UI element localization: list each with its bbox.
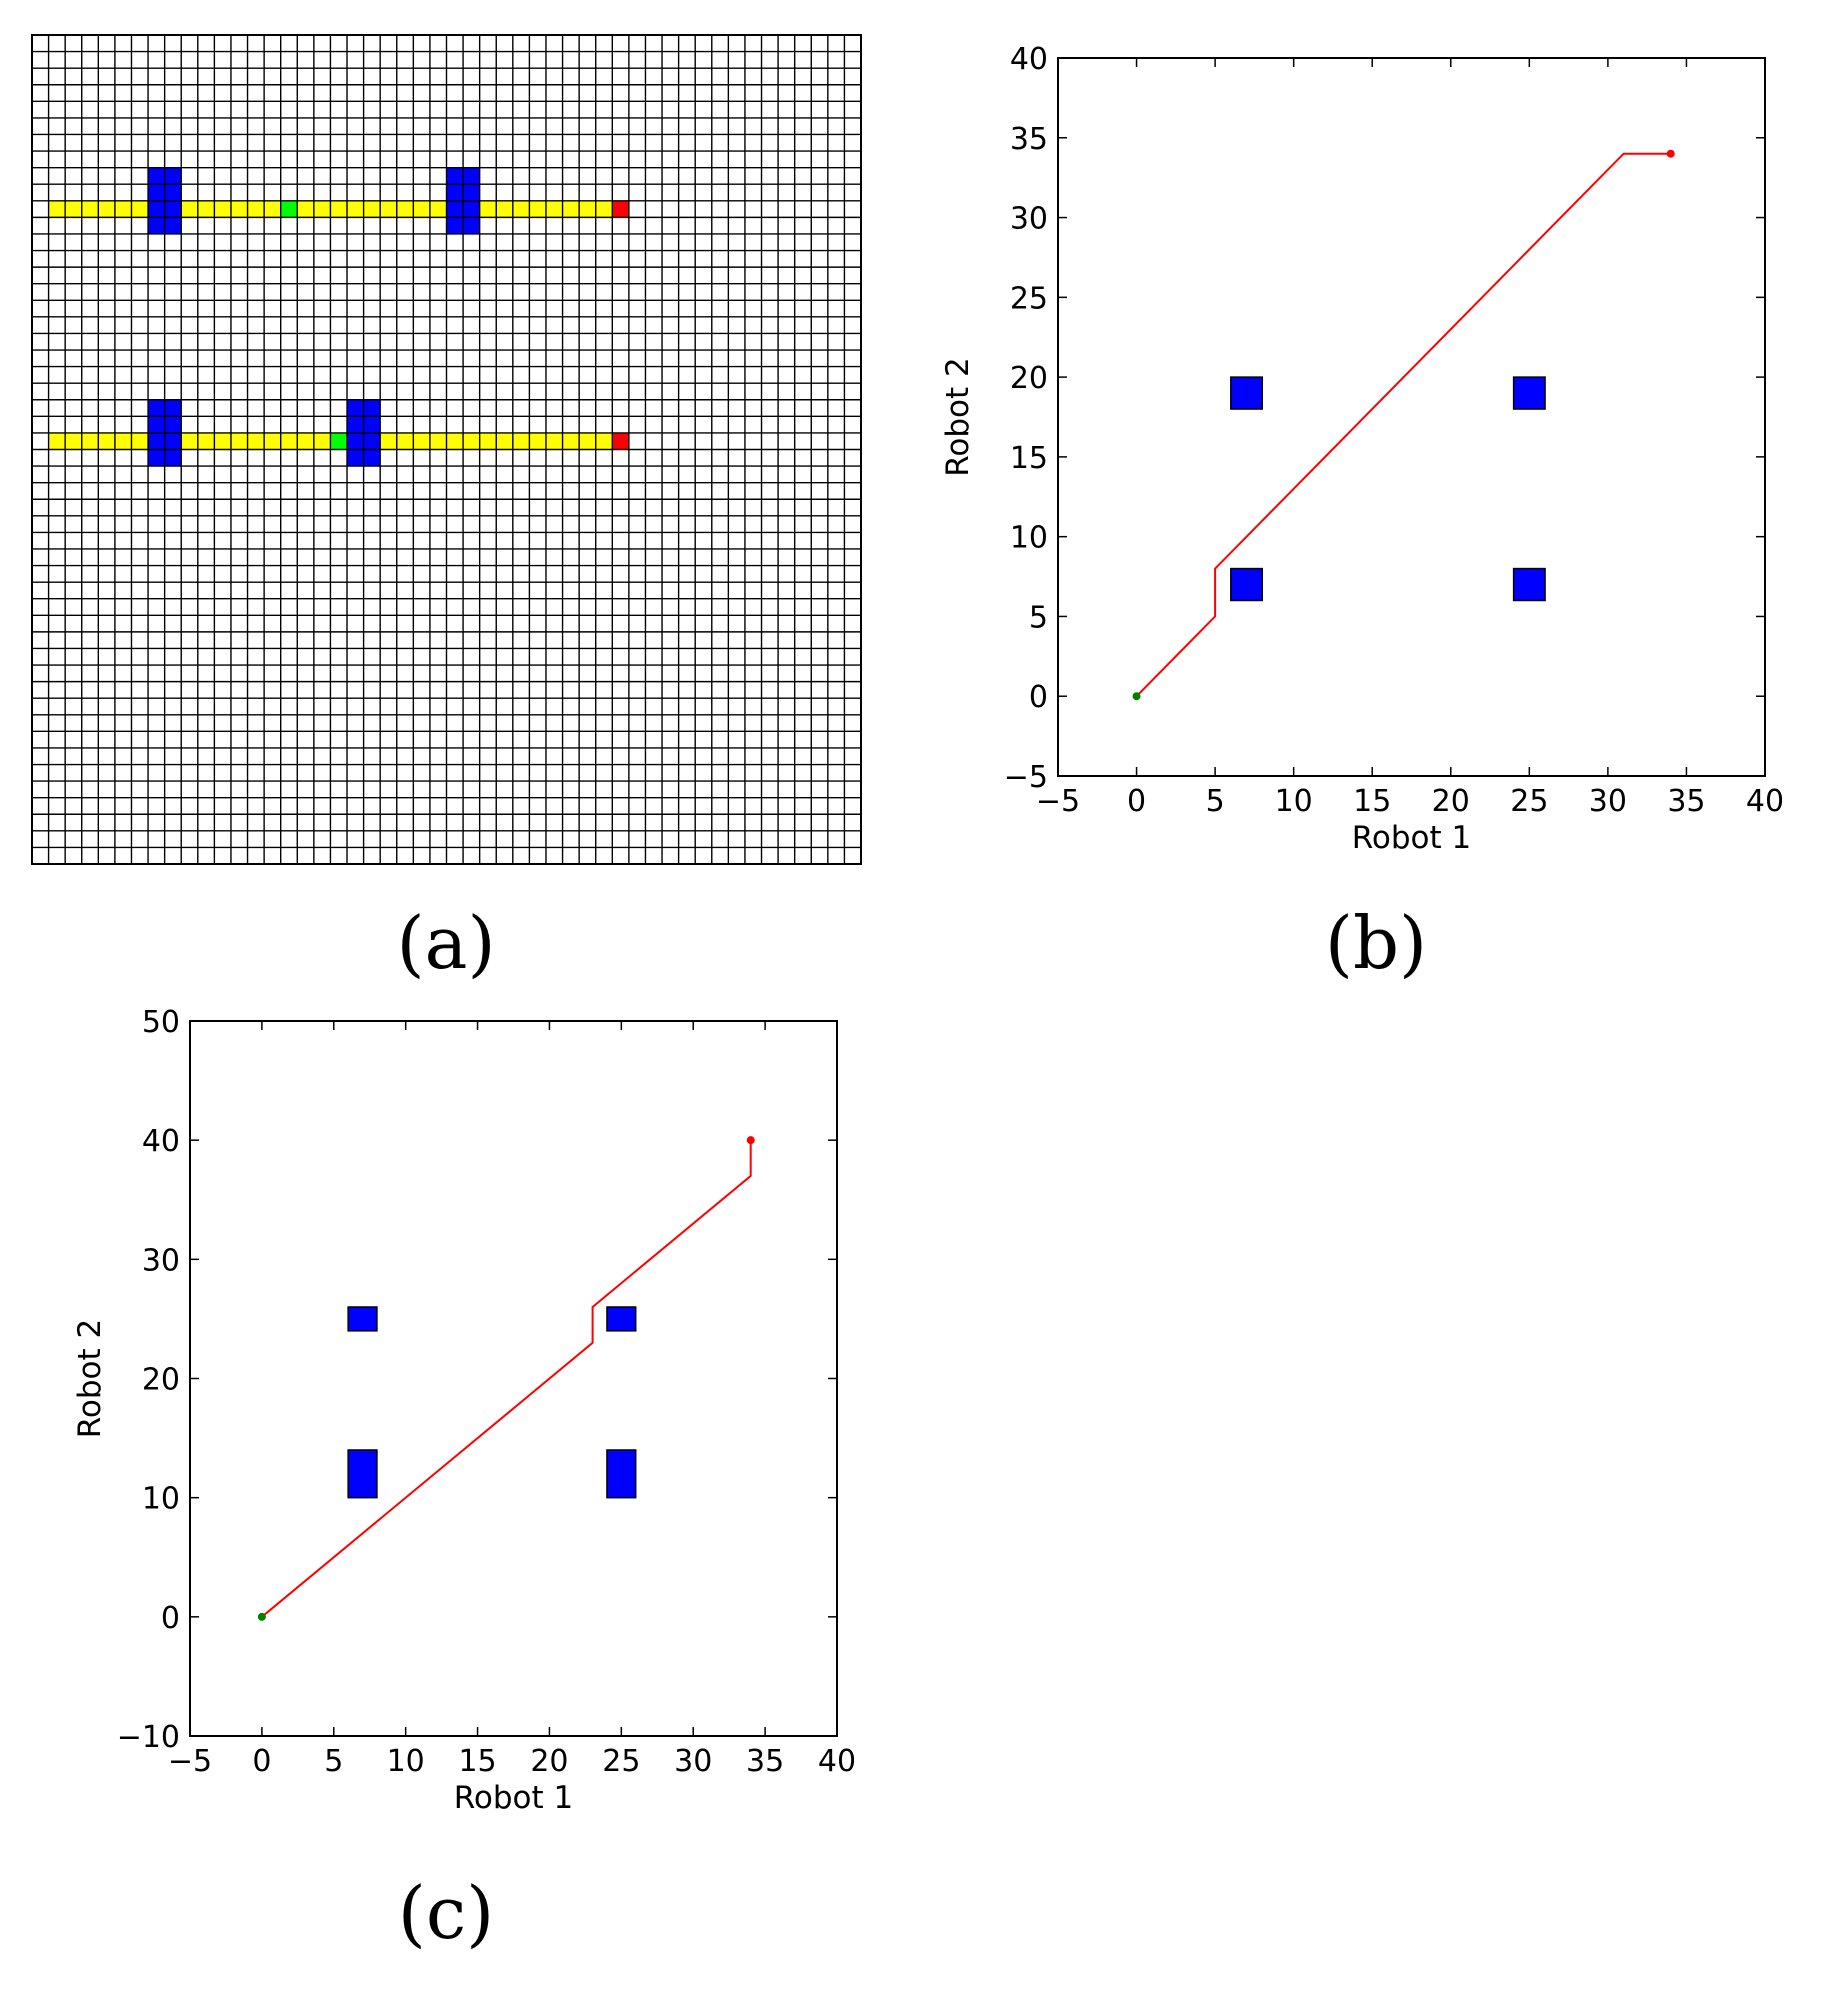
plot-b-ytick-label: 5 [1029,600,1048,635]
robot-1-goal-cell [612,200,629,218]
plot-c-xtick-label: 35 [746,1744,784,1779]
plot-c-plot-area [190,1021,837,1736]
plot-c-ytick-label: −10 [117,1720,180,1755]
panel-c-configuration-space-plot: −5 0 5 10 15 20 25 30 35 40 −10 0 10 20 30 40 50 Robot 1 R… [72,1005,856,1816]
plot-c-path-line [261,1140,752,1618]
plot-c-ytick-label: 50 [142,1005,180,1040]
plot-b-ytick-label: 0 [1029,680,1048,715]
plot-c-y-axis-label: Robot 2 [72,1319,108,1439]
plot-b-xtick-label: 0 [1127,784,1146,819]
plot-c-ytick-label: 30 [142,1243,180,1278]
plot-b-obstacle-3 [1512,567,1546,602]
plot-c-obstacle-3 [606,1449,637,1499]
plot-b-ytick-label: −5 [1004,760,1048,795]
robot-1-start-cell [280,200,298,218]
plot-c-obstacle-4 [606,1306,637,1332]
plot-b-ytick-label: 10 [1010,521,1048,556]
plot-b-path-line [1135,152,1671,697]
grid-lines [31,34,862,865]
plot-c-xtick-label: 40 [818,1744,856,1779]
plot-b-obstacle-1 [1230,567,1263,602]
plot-b-ytick-label: 35 [1010,122,1048,157]
plot-b-ytick-label: 40 [1010,42,1048,77]
panel-b-configuration-space-plot: −5 0 5 10 15 20 25 30 35 40 −5 0 5 10 15 20 25 30 35 40 Robo… [940,42,1784,856]
robot-2-goal-cell [612,432,629,450]
plot-c-start-point [257,1612,266,1621]
plot-c-xtick-label: 15 [458,1744,496,1779]
plot-c-x-axis-label: Robot 1 [454,1780,574,1816]
plot-b-xtick-label: −5 [1036,784,1080,819]
plot-c-xtick-label: 25 [602,1744,640,1779]
plot-c-ytick-label: 0 [161,1601,180,1636]
plot-b-xtick-label: 20 [1432,784,1470,819]
plot-b-xtick-label: 35 [1667,784,1705,819]
plot-b-xtick-label: 25 [1510,784,1548,819]
plot-c-xtick-label: 10 [387,1744,425,1779]
plot-b-obstacle-4 [1512,376,1546,410]
plot-b-start-point [1132,692,1141,701]
plot-c-goal-point [746,1136,755,1145]
plot-c-xtick-label: 0 [252,1744,271,1779]
plot-b-xtick-label: 10 [1275,784,1313,819]
plot-c-obstacle-2 [347,1306,378,1332]
plot-b-ytick-label: 15 [1010,441,1048,476]
plot-b-y-axis-label: Robot 2 [940,357,976,477]
plot-b-obstacle-2 [1230,376,1263,410]
plot-b-ytick-label: 20 [1010,361,1048,396]
plot-c-xtick-label: 5 [324,1744,343,1779]
plot-b-axes-frame [1057,57,1766,777]
plot-c-obstacle-1 [347,1449,378,1499]
plot-b-ytick-label: 30 [1010,202,1048,237]
plot-b-x-axis-label: Robot 1 [1352,820,1472,856]
panel-label-b: (b) [1325,901,1427,985]
plot-c-xtick-label: 30 [674,1744,712,1779]
grid-border [31,34,862,865]
panel-label-a: (a) [396,901,495,985]
plot-c-ytick-label: 20 [142,1363,180,1398]
plot-b-goal-point [1666,149,1675,158]
plot-b-xtick-label: 30 [1589,784,1627,819]
plot-b-xtick-label: 15 [1353,784,1391,819]
panel-label-c: (c) [398,1871,495,1955]
panel-a-grid-world [31,34,862,865]
plot-c-ytick-label: 40 [142,1124,180,1159]
robot-2-start-cell [330,432,348,450]
plot-c-xtick-label: 20 [530,1744,568,1779]
plot-c-xtick-label: −5 [168,1744,212,1779]
plot-b-xtick-label: 5 [1206,784,1225,819]
plot-b-xtick-label: 40 [1746,784,1784,819]
plot-c-ytick-label: 10 [142,1482,180,1517]
plot-b-ytick-label: 25 [1010,281,1048,316]
